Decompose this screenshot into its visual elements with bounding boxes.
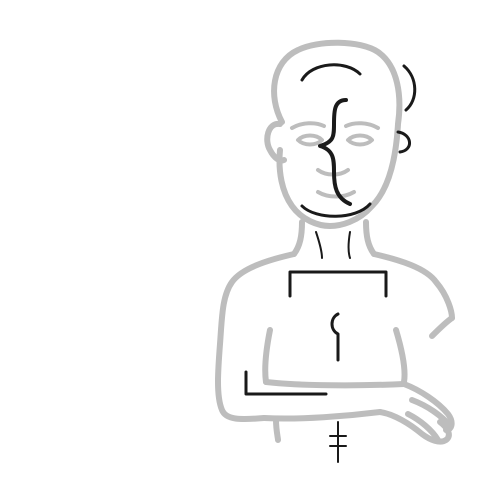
head-side-arc bbox=[402, 64, 417, 112]
left-ear bbox=[264, 120, 287, 164]
forearm-top bbox=[263, 379, 407, 389]
head-outline bbox=[271, 39, 403, 229]
neck-right bbox=[363, 219, 377, 257]
chest-bracket bbox=[288, 270, 388, 298]
hand-finger-2 bbox=[409, 397, 453, 429]
right-eyebrow bbox=[344, 121, 380, 130]
neck-line-right bbox=[347, 231, 351, 259]
hand-finger-3 bbox=[405, 411, 441, 443]
right-ear-arc bbox=[396, 130, 411, 154]
neck-line-left bbox=[315, 231, 323, 259]
forearm-bracket bbox=[244, 370, 328, 396]
right-eye bbox=[346, 133, 374, 147]
head-top-arc bbox=[300, 63, 362, 82]
chin-arc bbox=[300, 202, 372, 218]
right-arm bbox=[429, 315, 455, 339]
forearm-bottom bbox=[261, 409, 383, 422]
left-eye bbox=[296, 133, 324, 147]
torso-outline-right bbox=[371, 251, 455, 321]
torso-outline-left bbox=[215, 251, 297, 422]
left-eyebrow bbox=[290, 121, 326, 130]
torso-lower-left bbox=[273, 417, 281, 443]
neck-left bbox=[291, 219, 305, 257]
mouth bbox=[316, 190, 356, 199]
face-center-brace bbox=[318, 98, 352, 206]
sternum-mark bbox=[330, 312, 340, 362]
left-inner-arm bbox=[262, 327, 273, 385]
right-inner-arm bbox=[393, 327, 408, 385]
